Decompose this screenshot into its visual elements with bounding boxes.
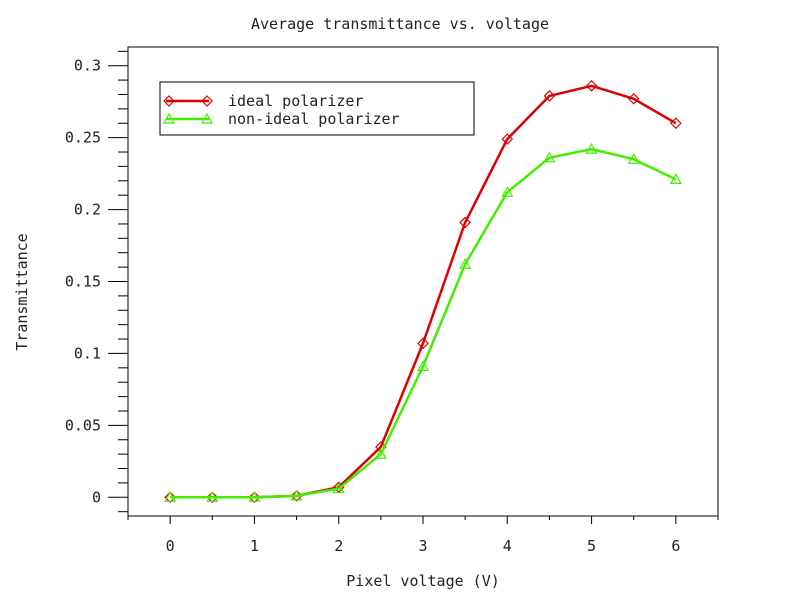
data-point — [543, 151, 556, 163]
data-point — [417, 337, 429, 350]
y-tick-label: 0.1 — [74, 344, 101, 362]
legend-marker — [162, 112, 176, 124]
y-tick-label: 0.2 — [74, 201, 101, 219]
data-point — [374, 447, 387, 459]
series-layer — [164, 79, 682, 504]
x-tick-label: 5 — [587, 537, 596, 555]
data-point — [206, 491, 219, 502]
legend-box — [159, 81, 475, 136]
x-tick-label: 1 — [250, 537, 259, 555]
series-line — [170, 147, 677, 499]
data-point — [501, 186, 514, 197]
legend-label: ideal polarizer — [228, 92, 363, 110]
x-tick-label: 3 — [418, 537, 427, 555]
legend-label: non-ideal polarizer — [228, 110, 400, 128]
chart-title: Average transmittance vs. voltage — [251, 15, 549, 33]
y-tick-label: 0.15 — [65, 273, 101, 291]
x-axis-label: Pixel voltage (V) — [346, 572, 500, 590]
data-point — [670, 117, 682, 130]
y-tick-label: 0.3 — [74, 57, 101, 75]
data-point — [501, 133, 514, 145]
x-tick-label: 4 — [503, 537, 512, 555]
y-tick-label: 0.05 — [65, 416, 101, 434]
data-point — [627, 152, 640, 164]
series-line — [170, 84, 677, 499]
legend-marker — [201, 95, 213, 107]
data-point — [248, 491, 261, 504]
data-point — [459, 216, 471, 229]
data-point — [585, 79, 598, 92]
x-tick-label: 6 — [671, 537, 680, 555]
data-point — [585, 142, 598, 154]
x-tick-label: 2 — [334, 537, 343, 555]
data-point — [206, 491, 219, 504]
data-point — [332, 482, 345, 494]
axis-ticks: 0 1 2 3 4 5 6 0 0.05 0.1 0.15 0.2 0.25 0.3 — [65, 50, 719, 555]
data-point — [164, 491, 176, 504]
data-point — [248, 491, 261, 502]
data-point — [459, 258, 472, 269]
y-tick-label: 0.25 — [65, 129, 101, 147]
legend-marker — [163, 95, 175, 107]
series-non-ideal-polarizer — [164, 142, 682, 502]
data-point — [669, 173, 682, 184]
data-point — [164, 491, 177, 502]
data-point — [627, 92, 640, 105]
data-point — [290, 489, 303, 501]
x-tick-label: 0 — [166, 537, 175, 555]
legend-marker — [200, 112, 214, 124]
data-point — [543, 90, 556, 102]
y-axis-label: Transmittance — [13, 233, 31, 350]
data-point — [416, 360, 430, 371]
series-ideal-polarizer — [164, 79, 682, 504]
y-tick-label: 0 — [92, 488, 101, 506]
